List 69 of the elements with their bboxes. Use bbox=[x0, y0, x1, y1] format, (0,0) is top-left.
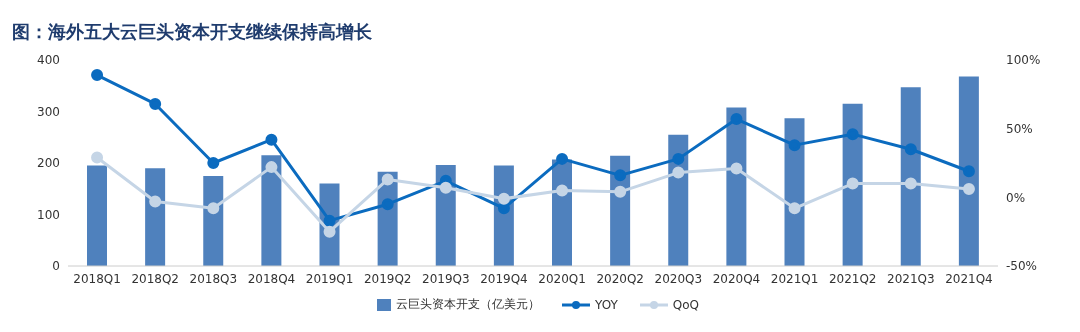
x-tick-label: 2021Q4 bbox=[945, 271, 993, 286]
point bbox=[323, 225, 336, 238]
bar bbox=[900, 87, 921, 266]
x-tick-label: 2019Q2 bbox=[363, 271, 412, 286]
y2-tick-label: 0% bbox=[1006, 190, 1026, 205]
y-tick-label: 200 bbox=[37, 156, 60, 171]
bar bbox=[203, 175, 224, 266]
point bbox=[672, 166, 685, 179]
bar bbox=[958, 76, 979, 266]
x-tick-label: 2018Q3 bbox=[189, 271, 238, 286]
point bbox=[614, 185, 627, 198]
y-tick-label: 100 bbox=[37, 207, 60, 222]
point bbox=[91, 69, 104, 82]
point bbox=[497, 202, 510, 215]
point bbox=[91, 151, 104, 164]
x-tick-label: 2020Q3 bbox=[654, 271, 703, 286]
point bbox=[497, 192, 510, 205]
point bbox=[846, 128, 859, 141]
point bbox=[207, 202, 220, 215]
point bbox=[962, 165, 975, 178]
point bbox=[788, 139, 801, 152]
point bbox=[904, 143, 917, 156]
y-tick-label: 400 bbox=[37, 53, 60, 68]
bar bbox=[842, 103, 863, 266]
point bbox=[381, 173, 394, 186]
bar bbox=[668, 134, 689, 266]
point bbox=[962, 183, 975, 196]
point bbox=[730, 162, 743, 175]
y-tick-label: 0 bbox=[52, 259, 60, 274]
x-tick-label: 2018Q4 bbox=[247, 271, 296, 286]
point bbox=[556, 152, 569, 165]
x-tick-label: 2020Q4 bbox=[712, 271, 761, 286]
x-tick-label: 2021Q1 bbox=[770, 271, 819, 286]
point bbox=[323, 214, 336, 227]
y2-tick-label: 50% bbox=[1006, 121, 1033, 136]
point bbox=[672, 152, 685, 165]
point bbox=[846, 177, 859, 190]
x-tick-label: 2019Q4 bbox=[480, 271, 528, 286]
y-tick-label: 300 bbox=[37, 104, 60, 119]
x-tick-label: 2020Q1 bbox=[538, 271, 586, 286]
point bbox=[265, 133, 278, 146]
point bbox=[381, 198, 394, 211]
x-tick-label: 2020Q2 bbox=[596, 271, 644, 286]
point bbox=[207, 157, 220, 169]
x-tick-label: 2021Q2 bbox=[828, 271, 877, 286]
point bbox=[265, 161, 278, 174]
x-tick-label: 2018Q2 bbox=[131, 271, 179, 286]
bar bbox=[261, 155, 282, 266]
point bbox=[614, 169, 627, 182]
y2-tick-label: 100% bbox=[1006, 53, 1041, 68]
x-tick-label: 2018Q1 bbox=[73, 271, 121, 286]
x-tick-label: 2019Q1 bbox=[305, 271, 354, 286]
legend-label: QoQ bbox=[672, 297, 700, 312]
point bbox=[904, 177, 917, 190]
bar bbox=[87, 165, 107, 266]
point bbox=[788, 202, 801, 215]
bar bbox=[726, 107, 747, 266]
point bbox=[439, 181, 452, 194]
x-tick-label: 2021Q3 bbox=[887, 271, 935, 286]
point bbox=[149, 195, 162, 208]
legend-label: 云巨头资本开支（亿美元） bbox=[395, 296, 540, 313]
x-tick-label: 2019Q3 bbox=[422, 271, 470, 286]
bar bbox=[145, 168, 166, 266]
point bbox=[730, 113, 743, 126]
point bbox=[556, 184, 569, 197]
y2-tick-label: -50% bbox=[1006, 259, 1038, 274]
chart-title: 图：海外五大云巨头资本开支继续保持高增长 bbox=[11, 20, 373, 44]
legend-label: YOY bbox=[594, 297, 618, 312]
point bbox=[149, 97, 162, 110]
